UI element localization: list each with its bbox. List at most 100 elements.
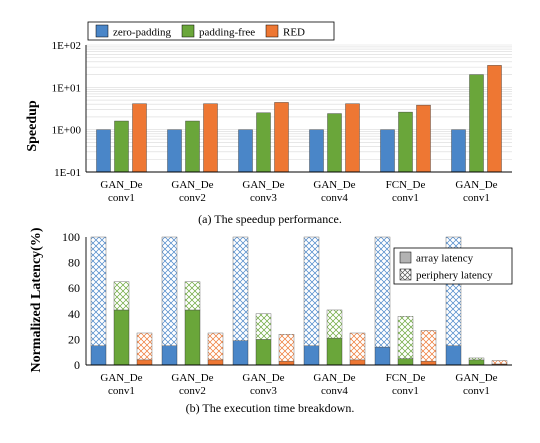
- speedup-bar-red: [487, 65, 502, 173]
- latency-periphery-segment-padding-free: [113, 281, 130, 311]
- latency-x-tick-label: GAN_De: [455, 372, 497, 384]
- speedup-bar-zero-padding: [380, 129, 395, 173]
- latency-y-tick-label: 0: [74, 358, 80, 372]
- speedup-x-tick-label: GAN_De: [100, 179, 142, 191]
- latency-array-segment-zero-padding: [161, 345, 178, 366]
- latency-array-segment-RED: [136, 359, 153, 366]
- speedup-caption: (a) The speedup performance.: [198, 212, 342, 226]
- latency-x-tick-label: GAN_De: [313, 372, 355, 384]
- latency-array-segment-RED: [349, 359, 366, 366]
- latency-y-axis-title: Normalized Latency(%): [29, 227, 44, 372]
- latency-periphery-segment-RED: [207, 332, 224, 361]
- latency-periphery-segment-padding-free: [326, 309, 343, 339]
- speedup-bar-zero-padding: [451, 129, 466, 173]
- speedup-x-tick-label: GAN_De: [242, 179, 284, 191]
- speedup-x-tick-label: GAN_De: [171, 179, 213, 191]
- latency-legend: array latency periphery latency: [393, 247, 513, 285]
- legend-swatch-periphery-latency: [399, 268, 412, 281]
- latency-array-segment-padding-free: [397, 358, 414, 366]
- latency-x-tick-label: GAN_De: [242, 372, 284, 384]
- latency-y-tick-label: 40: [68, 307, 80, 321]
- speedup-bar-zero-padding: [96, 129, 111, 173]
- speedup-x-tick-label: conv3: [250, 192, 277, 204]
- latency-periphery-segment-padding-free: [255, 313, 272, 340]
- latency-array-segment-zero-padding: [232, 340, 249, 366]
- latency-array-segment-padding-free: [468, 359, 485, 366]
- latency-legend-box: [393, 247, 513, 285]
- legend-label-red: RED: [283, 27, 305, 39]
- latency-periphery-segment-RED: [136, 332, 153, 361]
- speedup-bar-red: [274, 102, 289, 173]
- speedup-bar-padding-free: [185, 120, 200, 173]
- speedup-x-tick-label: conv1: [392, 192, 419, 204]
- latency-caption: (b) The execution time breakdown.: [186, 401, 355, 415]
- latency-periphery-segment-zero-padding: [374, 236, 391, 348]
- latency-x-tick-label: conv2: [179, 385, 206, 397]
- latency-array-segment-zero-padding: [445, 345, 462, 366]
- latency-periphery-segment-padding-free: [397, 316, 414, 359]
- latency-periphery-segment-padding-free: [468, 357, 485, 361]
- legend-label-zero-padding: zero-padding: [113, 27, 172, 39]
- latency-x-tick-label: GAN_De: [171, 372, 213, 384]
- legend-swatch-array-latency: [399, 251, 412, 264]
- latency-breakdown-chart: 020406080100GAN_Deconv1GAN_Deconv2GAN_De…: [29, 227, 513, 415]
- latency-array-segment-zero-padding: [303, 345, 320, 366]
- speedup-chart: zero-padding padding-free RED 1E-01 1E+00…: [25, 21, 512, 226]
- latency-x-tick-label: conv1: [392, 385, 419, 397]
- speedup-y-tick-label: 1E+00: [52, 125, 82, 137]
- legend-swatch-zero-padding: [95, 24, 109, 38]
- latency-periphery-segment-RED: [278, 334, 295, 362]
- speedup-y-tick-label: 1E-01: [54, 167, 81, 179]
- latency-periphery-segment-zero-padding: [303, 236, 320, 347]
- speedup-bar-zero-padding: [167, 129, 182, 173]
- speedup-x-tick-label: GAN_De: [455, 179, 497, 191]
- latency-periphery-segment-zero-padding: [90, 236, 107, 347]
- legend-label-periphery-latency: periphery latency: [416, 270, 493, 282]
- speedup-y-tick-label: 1E+02: [52, 40, 81, 52]
- latency-y-tick-label: 60: [68, 281, 80, 295]
- latency-array-segment-RED: [420, 360, 437, 366]
- speedup-bar-red: [345, 103, 360, 173]
- latency-x-tick-label: conv3: [250, 385, 277, 397]
- latency-periphery-segment-padding-free: [184, 281, 201, 311]
- latency-x-tick-label: FCN_De: [386, 372, 426, 384]
- latency-periphery-segment-RED: [491, 360, 508, 365]
- speedup-y-tick-label: 1E+01: [52, 82, 81, 94]
- speedup-bar-padding-free: [256, 112, 271, 173]
- speedup-y-axis-title: Speedup: [25, 100, 40, 152]
- latency-x-tick-label: GAN_De: [100, 372, 142, 384]
- latency-array-segment-zero-padding: [374, 346, 391, 366]
- latency-array-segment-padding-free: [255, 339, 272, 366]
- speedup-legend: zero-padding padding-free RED: [87, 21, 335, 41]
- speedup-bar-zero-padding: [309, 129, 324, 173]
- speedup-bar-padding-free: [398, 111, 413, 173]
- legend-swatch-red: [265, 24, 279, 38]
- speedup-bar-padding-free: [327, 113, 342, 173]
- latency-periphery-segment-RED: [349, 332, 366, 361]
- latency-y-tick-label: 20: [68, 332, 80, 346]
- latency-periphery-segment-RED: [420, 330, 437, 362]
- latency-periphery-segment-zero-padding: [161, 236, 178, 347]
- speedup-bar-padding-free: [114, 120, 129, 173]
- speedup-bar-red: [203, 103, 218, 173]
- speedup-bar-padding-free: [469, 74, 484, 173]
- latency-array-segment-RED: [278, 360, 295, 366]
- latency-array-segment-padding-free: [113, 309, 130, 366]
- speedup-x-tick-label: GAN_De: [313, 179, 355, 191]
- latency-x-tick-label: conv1: [463, 385, 490, 397]
- speedup-x-tick-label: conv1: [108, 192, 135, 204]
- legend-label-array-latency: array latency: [416, 253, 474, 265]
- latency-x-tick-label: conv1: [108, 385, 135, 397]
- latency-array-segment-RED: [207, 359, 224, 366]
- speedup-x-tick-label: conv4: [321, 192, 348, 204]
- latency-y-tick-label: 80: [68, 256, 80, 270]
- speedup-bar-zero-padding: [238, 129, 253, 173]
- latency-x-tick-label: conv4: [321, 385, 348, 397]
- speedup-x-tick-label: FCN_De: [386, 179, 426, 191]
- speedup-x-tick-label: conv2: [179, 192, 206, 204]
- speedup-x-tick-label: conv1: [463, 192, 490, 204]
- latency-y-tick-label: 100: [62, 230, 80, 244]
- speedup-bar-red: [416, 104, 431, 173]
- latency-array-segment-padding-free: [326, 337, 343, 366]
